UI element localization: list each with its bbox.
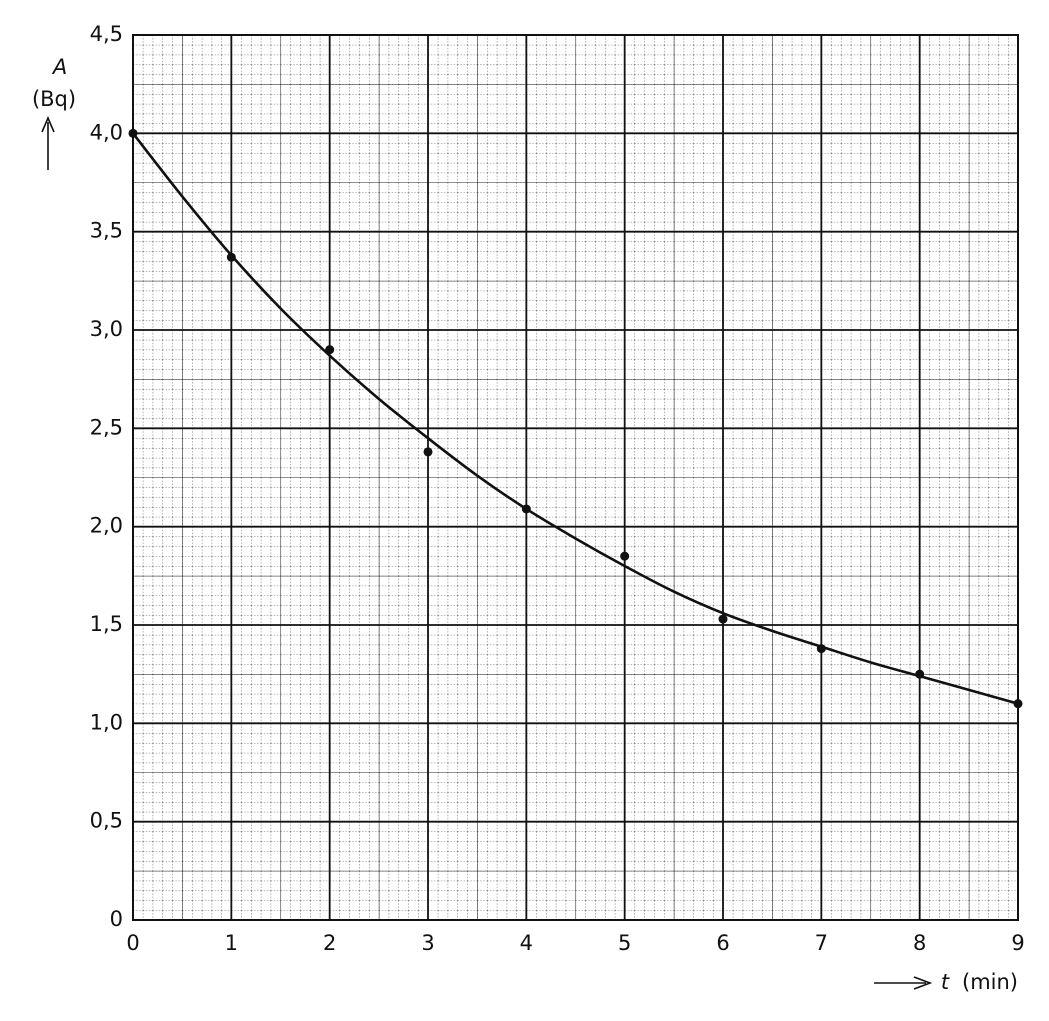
x-axis-unit: (min): [962, 970, 1018, 994]
x-tick-label: 3: [421, 931, 434, 955]
y-tick-label: 1,5: [90, 612, 123, 636]
x-tick-label: 0: [126, 931, 139, 955]
y-tick-label: 4,5: [90, 22, 123, 46]
y-tick-label: 2,5: [90, 415, 123, 439]
y-tick-label: 3,5: [90, 219, 123, 243]
x-tick-label: 2: [323, 931, 336, 955]
data-point: [423, 447, 433, 457]
x-tick-label: 4: [520, 931, 533, 955]
y-tick-label: 0: [110, 907, 123, 931]
x-tick-label: 9: [1011, 931, 1024, 955]
y-axis-arrow: [41, 115, 55, 170]
y-tick-label: 4,0: [90, 120, 123, 144]
y-tick-label: 1,0: [90, 710, 123, 734]
marks: [128, 128, 1023, 709]
x-tick-label: 5: [618, 931, 631, 955]
graph-paper-mid: [133, 35, 1018, 920]
data-point: [620, 551, 630, 561]
y-axis-label: A: [51, 55, 67, 79]
plot-frame: [132, 34, 1019, 921]
fit-curve: [131, 132, 1019, 705]
x-tick-label: 6: [716, 931, 729, 955]
y-tick-label: 3,0: [90, 317, 123, 341]
x-tick-label: 7: [815, 931, 828, 955]
y-axis-unit: (Bq): [32, 87, 76, 111]
y-tick-label: 0,5: [90, 809, 123, 833]
x-tick-label: 8: [913, 931, 926, 955]
data-point: [718, 614, 728, 624]
x-tick-label: 1: [225, 931, 238, 955]
x-axis-arrow: [874, 976, 933, 990]
x-axis-label: t: [941, 970, 950, 994]
y-tick-label: 2,0: [90, 514, 123, 538]
